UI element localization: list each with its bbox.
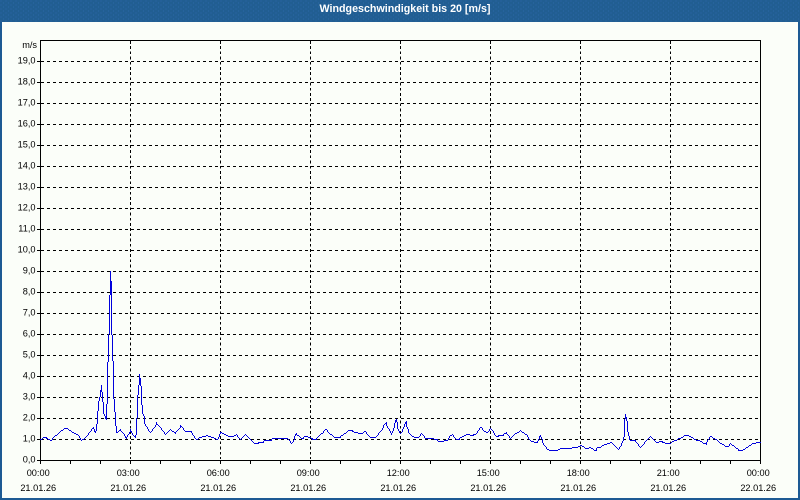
svg-text:00:00: 00:00 (27, 468, 50, 478)
svg-text:15:00: 15:00 (477, 468, 500, 478)
svg-text:21.01.26: 21.01.26 (20, 483, 56, 493)
svg-text:2,0: 2,0 (23, 413, 36, 423)
svg-text:21.01.26: 21.01.26 (650, 483, 686, 493)
svg-text:5,0: 5,0 (23, 350, 36, 360)
svg-text:21.01.26: 21.01.26 (380, 483, 416, 493)
svg-text:15,0: 15,0 (18, 140, 36, 150)
svg-text:06:00: 06:00 (207, 468, 230, 478)
svg-text:16,0: 16,0 (18, 119, 36, 129)
svg-text:21.01.26: 21.01.26 (290, 483, 326, 493)
svg-text:03:00: 03:00 (117, 468, 140, 478)
svg-text:21.01.26: 21.01.26 (110, 483, 146, 493)
svg-text:7,0: 7,0 (23, 308, 36, 318)
svg-text:10,0: 10,0 (18, 245, 36, 255)
svg-text:m/s: m/s (22, 40, 37, 50)
svg-text:17,0: 17,0 (18, 98, 36, 108)
svg-text:1,0: 1,0 (23, 434, 36, 444)
svg-text:9,0: 9,0 (23, 266, 36, 276)
svg-text:18:00: 18:00 (567, 468, 590, 478)
svg-text:09:00: 09:00 (297, 468, 320, 478)
svg-text:21.01.26: 21.01.26 (470, 483, 506, 493)
svg-text:6,0: 6,0 (23, 329, 36, 339)
svg-text:19,0: 19,0 (18, 56, 36, 66)
svg-text:8,0: 8,0 (23, 287, 36, 297)
svg-text:21.01.26: 21.01.26 (560, 483, 596, 493)
svg-text:12,0: 12,0 (18, 203, 36, 213)
svg-text:13,0: 13,0 (18, 182, 36, 192)
svg-text:00:00: 00:00 (747, 468, 770, 478)
svg-text:3,0: 3,0 (23, 392, 36, 402)
svg-text:14,0: 14,0 (18, 161, 36, 171)
svg-text:0,0: 0,0 (23, 455, 36, 465)
svg-text:4,0: 4,0 (23, 371, 36, 381)
svg-text:22.01.26: 22.01.26 (740, 483, 776, 493)
svg-text:11,0: 11,0 (18, 224, 35, 234)
svg-text:18,0: 18,0 (18, 77, 36, 87)
svg-text:12:00: 12:00 (387, 468, 410, 478)
svg-text:21:00: 21:00 (657, 468, 680, 478)
svg-text:21.01.26: 21.01.26 (200, 483, 236, 493)
